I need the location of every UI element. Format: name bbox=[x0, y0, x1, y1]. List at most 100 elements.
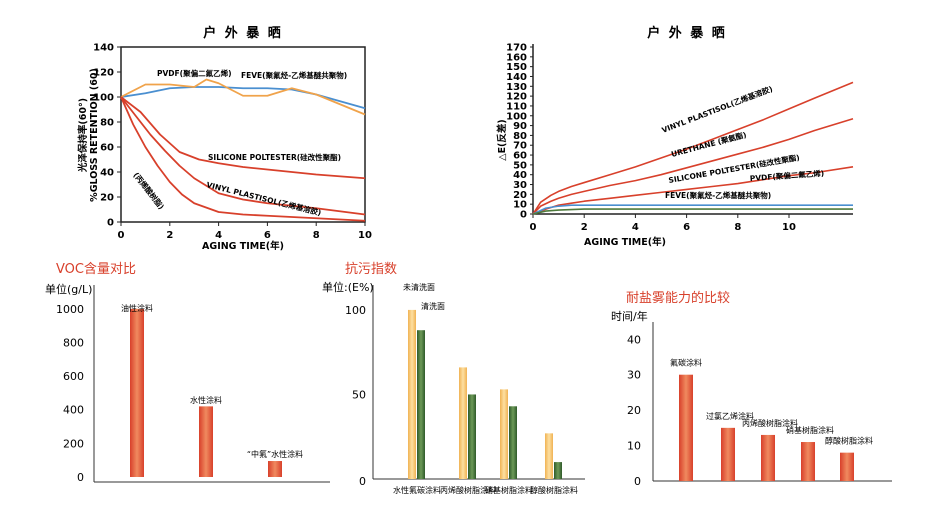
series-line bbox=[532, 81, 854, 215]
legend-label: 未清洗面 bbox=[403, 282, 435, 292]
y-tick-label: 40 bbox=[627, 333, 641, 346]
y-tick-label: 20 bbox=[513, 190, 527, 201]
chart-title: 抗污指数 bbox=[345, 262, 397, 277]
y-tick-label: 90 bbox=[513, 121, 527, 132]
y-tick-label: 10 bbox=[627, 440, 641, 453]
category-label: 水性涂料 bbox=[190, 395, 222, 405]
x-tick-label: 10 bbox=[782, 222, 796, 233]
bar bbox=[459, 367, 467, 479]
series-label: (丙烯酸树脂) bbox=[131, 170, 166, 211]
x-tick-label: 2 bbox=[166, 230, 173, 241]
category-label: 油性涂料 bbox=[121, 303, 153, 313]
y-tick-label: 80 bbox=[100, 118, 114, 129]
series-line bbox=[532, 117, 854, 215]
series-label: FEVE(聚氟烃-乙烯基醚共聚物) bbox=[241, 70, 347, 80]
y-axis-label: 光泽保持率(60°) bbox=[77, 98, 89, 173]
chart-title: 户 外 暴 晒 bbox=[203, 25, 283, 41]
x-tick-label: 4 bbox=[215, 230, 222, 241]
bar bbox=[761, 434, 775, 481]
category-label: 醇酸树脂涂料 bbox=[530, 485, 578, 495]
y-tick-label: 80 bbox=[513, 131, 527, 142]
y-tick-label: 100 bbox=[93, 93, 114, 104]
bar bbox=[721, 427, 735, 481]
series-line bbox=[532, 204, 853, 215]
bar bbox=[679, 374, 693, 481]
bar bbox=[840, 452, 854, 481]
category-label: 硝基树脂涂料 bbox=[786, 425, 834, 435]
x-tick-label: 0 bbox=[530, 222, 537, 233]
legend-label: 清洗面 bbox=[421, 301, 445, 311]
y-tick-label: 170 bbox=[506, 43, 527, 54]
category-label: 氟碳涂料 bbox=[670, 358, 702, 368]
series-line bbox=[120, 86, 366, 110]
y-tick-label: 10 bbox=[513, 200, 527, 211]
bar bbox=[801, 442, 815, 481]
category-label: 水性氟碳涂料 bbox=[393, 485, 441, 495]
y-tick-label: 70 bbox=[513, 141, 527, 152]
chart-title: 户 外 暴 晒 bbox=[647, 25, 727, 41]
x-tick-label: 6 bbox=[683, 222, 690, 233]
series-line bbox=[120, 78, 366, 116]
bar bbox=[130, 308, 144, 477]
y-tick-label: 50 bbox=[352, 388, 366, 401]
y-axis-label: 单位(g/L) bbox=[45, 282, 92, 296]
x-tick-label: 0 bbox=[118, 230, 125, 241]
bar bbox=[468, 394, 476, 479]
series-line bbox=[532, 166, 854, 215]
y-axis-label-en: %GLOSS RETENTION (60) bbox=[89, 68, 100, 202]
y-tick-label: 0 bbox=[634, 475, 641, 488]
plot-frame bbox=[120, 46, 366, 223]
y-tick-label: 160 bbox=[506, 52, 527, 63]
series-label: PVDF(聚偏二氟乙烯) bbox=[157, 68, 232, 78]
y-tick-label: 1000 bbox=[56, 303, 84, 316]
x-tick-label: 10 bbox=[358, 230, 372, 241]
y-tick-label: 20 bbox=[100, 193, 114, 204]
chart-title: 耐盐雾能力的比较 bbox=[626, 290, 730, 306]
category-label: 过氯乙烯涂料 bbox=[706, 411, 754, 421]
y-tick-label: 100 bbox=[345, 304, 366, 317]
y-tick-label: 130 bbox=[506, 82, 527, 93]
y-axis-label: △E(反差) bbox=[496, 119, 508, 160]
x-tick-label: 8 bbox=[313, 230, 320, 241]
y-tick-label: 120 bbox=[93, 68, 114, 79]
y-tick-label: 30 bbox=[627, 369, 641, 382]
x-tick-label: 8 bbox=[734, 222, 741, 233]
y-tick-label: 50 bbox=[513, 160, 527, 171]
y-tick-label: 0 bbox=[520, 210, 527, 221]
y-tick-label: 140 bbox=[506, 72, 527, 83]
category-label: 硝基树脂涂料 bbox=[485, 485, 533, 495]
y-tick-label: 60 bbox=[513, 151, 527, 162]
category-label: 丙烯酸树脂涂料 bbox=[440, 485, 496, 495]
y-axis-label: 单位:(E%) bbox=[322, 280, 374, 294]
y-tick-label: 0 bbox=[359, 475, 366, 488]
bar bbox=[417, 330, 425, 479]
x-axis-label: AGING TIME(年) bbox=[584, 236, 666, 248]
series-line bbox=[120, 96, 366, 216]
series-label: VINYL PLASTISOL(乙烯基溶胶) bbox=[660, 83, 774, 135]
y-tick-label: 20 bbox=[627, 404, 641, 417]
category-label: 醇酸树脂涂料 bbox=[825, 436, 873, 446]
series-label: FEVE(聚氟烃-乙烯基醚共聚物) bbox=[665, 190, 771, 200]
y-tick-label: 140 bbox=[93, 43, 114, 54]
y-tick-label: 40 bbox=[100, 168, 114, 179]
y-tick-label: 400 bbox=[63, 404, 84, 417]
y-tick-label: 0 bbox=[107, 218, 114, 229]
category-label: 丙烯酸树脂涂料 bbox=[742, 418, 798, 428]
bar bbox=[545, 433, 553, 479]
category-label: “中氟”水性涂料 bbox=[247, 449, 303, 459]
series-label: PVDF(聚偏二氟乙烯) bbox=[749, 168, 824, 183]
series-line bbox=[120, 96, 366, 222]
y-tick-label: 150 bbox=[506, 62, 527, 73]
y-tick-label: 60 bbox=[100, 143, 114, 154]
chart-title: VOC含量对比 bbox=[56, 261, 136, 277]
bar bbox=[500, 389, 508, 479]
x-tick-label: 6 bbox=[264, 230, 271, 241]
y-tick-label: 100 bbox=[506, 111, 527, 122]
x-axis-label: AGING TIME(年) bbox=[202, 240, 284, 252]
y-axis-label: 时间/年 bbox=[611, 309, 648, 323]
x-tick-label: 4 bbox=[632, 222, 639, 233]
bar bbox=[554, 462, 562, 479]
y-tick-label: 200 bbox=[63, 437, 84, 450]
y-tick-label: 110 bbox=[506, 101, 527, 112]
bar bbox=[408, 309, 416, 479]
